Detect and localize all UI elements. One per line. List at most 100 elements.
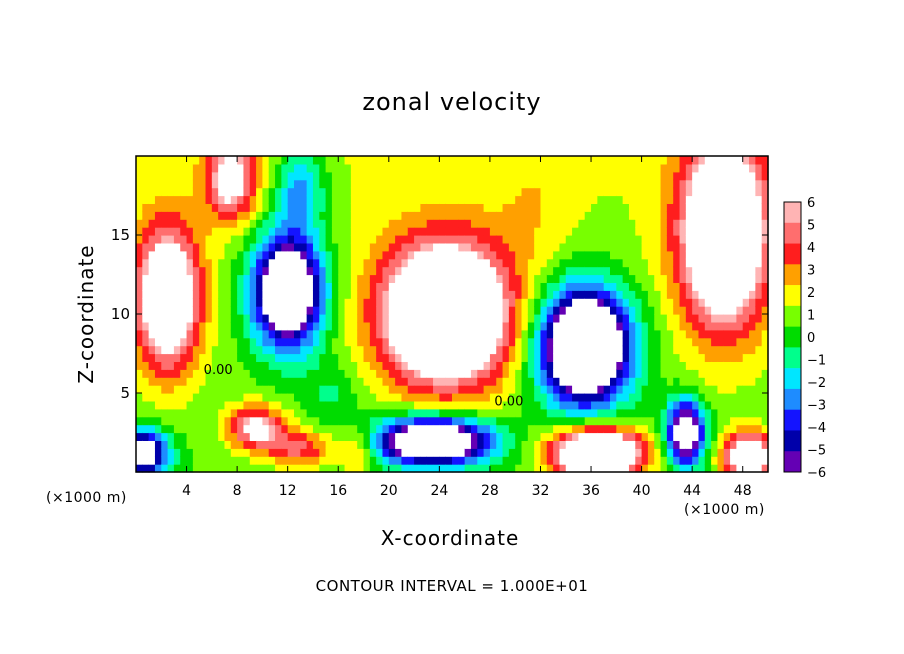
heat-cell bbox=[654, 353, 662, 362]
heat-cell bbox=[742, 163, 750, 173]
heat-cell bbox=[287, 227, 295, 236]
heat-cell bbox=[647, 258, 655, 268]
heat-cell bbox=[433, 345, 440, 355]
heat-cell bbox=[439, 227, 447, 236]
heat-cell bbox=[641, 306, 649, 315]
heat-cell bbox=[502, 369, 510, 378]
heat-cell bbox=[711, 314, 719, 323]
heat-cell bbox=[527, 456, 535, 465]
heat-cell bbox=[249, 235, 257, 244]
heat-cell bbox=[470, 211, 478, 220]
heat-cell bbox=[180, 393, 188, 402]
heat-cell bbox=[591, 464, 598, 473]
heat-cell bbox=[736, 369, 744, 378]
heat-cell bbox=[243, 464, 251, 473]
heat-cell bbox=[717, 156, 725, 165]
heat-cell bbox=[508, 345, 516, 355]
heat-cell bbox=[192, 353, 200, 362]
heat-cell bbox=[496, 440, 504, 449]
heat-cell bbox=[382, 306, 390, 315]
heat-cell bbox=[540, 282, 548, 291]
heat-cell bbox=[749, 416, 756, 426]
heat-cell bbox=[382, 250, 390, 260]
heat-cell bbox=[546, 329, 554, 339]
heat-cell bbox=[635, 195, 643, 204]
heat-cell bbox=[237, 235, 245, 244]
heat-cell bbox=[186, 393, 194, 402]
heat-cell bbox=[237, 377, 245, 386]
heat-cell bbox=[350, 290, 358, 299]
x-tick-label: 40 bbox=[633, 483, 651, 499]
heat-cell bbox=[496, 282, 504, 291]
heat-cell bbox=[584, 361, 592, 370]
heat-cell bbox=[192, 156, 200, 165]
heat-cell bbox=[641, 242, 649, 252]
heat-cell bbox=[275, 416, 282, 426]
heat-cell bbox=[237, 274, 245, 283]
heat-cell bbox=[401, 361, 409, 370]
heat-cell bbox=[679, 400, 687, 410]
heat-cell bbox=[502, 187, 510, 197]
heat-cell bbox=[673, 298, 681, 307]
heat-cell bbox=[388, 329, 396, 339]
heat-cell bbox=[256, 369, 263, 378]
heat-cell bbox=[218, 353, 226, 362]
heat-cell bbox=[711, 242, 719, 252]
heat-cell bbox=[578, 329, 586, 339]
y-tick-label: 10 bbox=[111, 305, 130, 323]
heat-cell bbox=[192, 393, 200, 402]
heat-cell bbox=[142, 448, 150, 457]
heat-cell bbox=[736, 385, 744, 394]
heat-cell bbox=[388, 250, 396, 260]
heat-cell bbox=[673, 408, 681, 418]
heat-cell bbox=[376, 250, 384, 260]
heat-cell bbox=[502, 290, 510, 299]
heat-cell bbox=[256, 179, 263, 189]
heat-cell bbox=[654, 290, 662, 299]
heat-cell bbox=[540, 163, 548, 173]
heat-cell bbox=[243, 432, 251, 441]
heat-cell bbox=[262, 400, 270, 410]
heat-cell bbox=[218, 424, 226, 434]
heat-cell bbox=[382, 345, 390, 355]
heat-cell bbox=[578, 314, 586, 323]
heat-cell bbox=[275, 393, 282, 402]
heat-cell bbox=[262, 321, 270, 331]
heat-cell bbox=[464, 179, 472, 189]
heat-cell bbox=[287, 179, 295, 189]
heat-cell bbox=[628, 424, 636, 434]
heat-cell bbox=[458, 361, 466, 370]
heat-cell bbox=[452, 448, 459, 457]
heat-cell bbox=[692, 432, 700, 441]
heat-cell bbox=[363, 266, 371, 276]
heat-cell bbox=[230, 424, 238, 434]
heat-cell bbox=[578, 187, 586, 197]
heat-cell bbox=[306, 464, 314, 473]
heat-cell bbox=[489, 211, 497, 220]
heat-cell bbox=[489, 306, 497, 315]
heat-cell bbox=[527, 393, 535, 402]
heat-cell bbox=[540, 416, 548, 426]
heat-cell bbox=[180, 219, 188, 228]
heat-cell bbox=[559, 377, 567, 386]
heat-cell bbox=[237, 163, 245, 173]
heat-cell bbox=[534, 195, 542, 204]
heat-cell bbox=[407, 187, 415, 197]
heat-cell bbox=[369, 266, 377, 276]
heat-cell bbox=[521, 235, 529, 244]
heat-cell bbox=[628, 306, 636, 315]
heat-cell bbox=[635, 369, 643, 378]
heat-cell bbox=[666, 456, 674, 465]
heat-cell bbox=[477, 306, 485, 315]
heat-cell bbox=[148, 156, 156, 165]
heat-cell bbox=[698, 266, 706, 276]
heat-cell bbox=[704, 345, 712, 355]
heat-cell bbox=[572, 163, 579, 173]
heat-cell bbox=[401, 171, 409, 181]
heat-cell bbox=[142, 171, 150, 181]
heat-cell bbox=[464, 282, 472, 291]
heat-cell bbox=[527, 290, 535, 299]
heat-cell bbox=[736, 400, 744, 410]
heat-cell bbox=[243, 377, 251, 386]
heat-cell bbox=[616, 266, 624, 276]
